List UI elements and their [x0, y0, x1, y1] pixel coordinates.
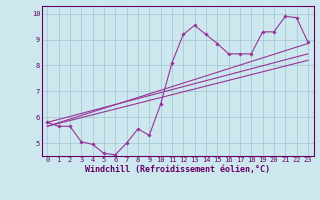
- X-axis label: Windchill (Refroidissement éolien,°C): Windchill (Refroidissement éolien,°C): [85, 165, 270, 174]
